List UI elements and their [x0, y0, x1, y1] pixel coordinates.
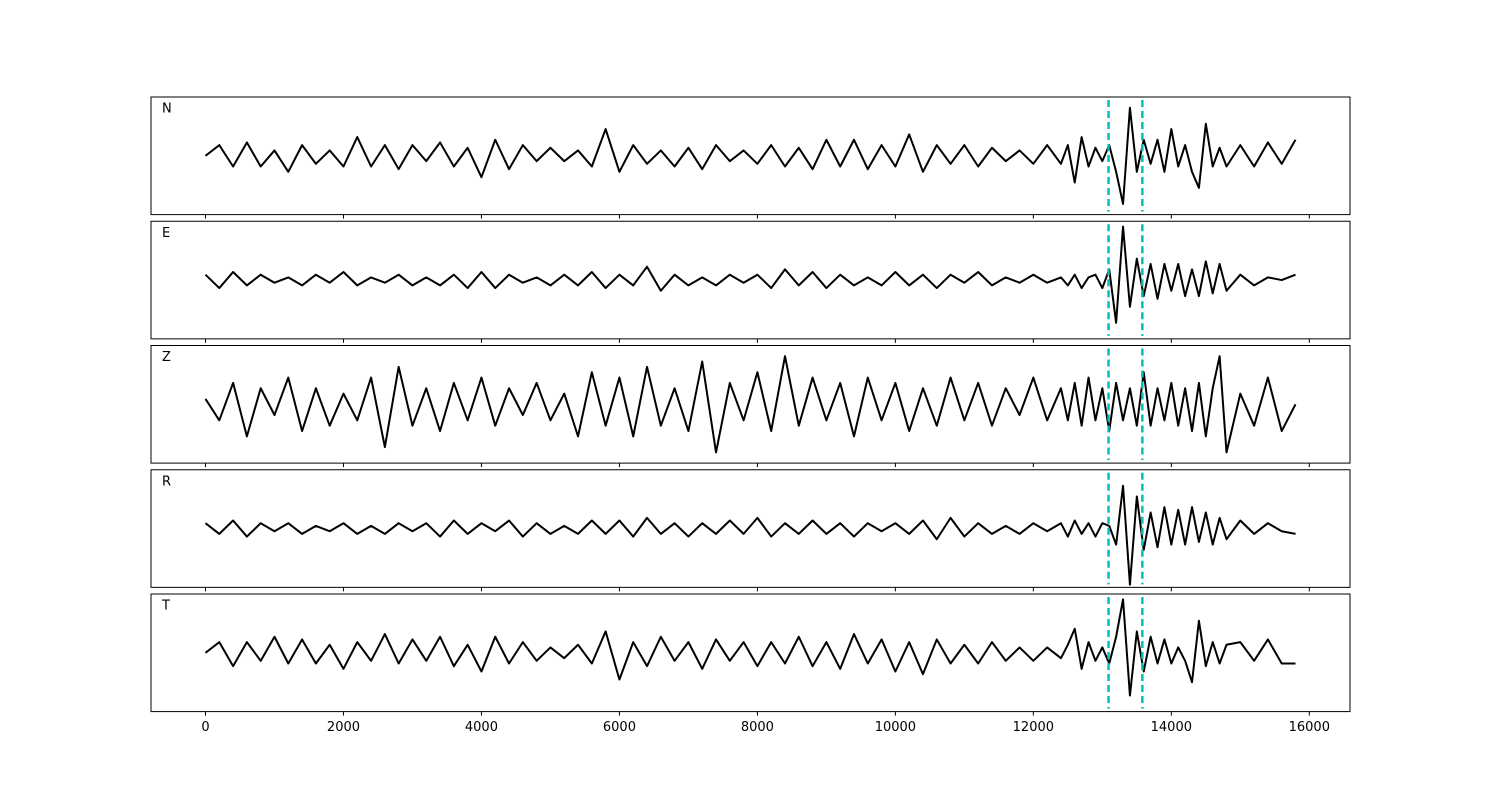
- panel-frame: [150, 96, 1351, 216]
- panel-frame: [150, 345, 1351, 464]
- x-tick-label: 4000: [465, 720, 498, 735]
- trace: [204, 355, 1297, 454]
- panel-label: Z: [162, 350, 171, 365]
- x-tick-label: 14000: [1151, 720, 1192, 735]
- panel-label: R: [162, 474, 171, 489]
- panel-frame: [150, 593, 1351, 713]
- panel-label: N: [162, 102, 172, 117]
- x-tick-label: 8000: [741, 720, 774, 735]
- x-tick-label: 2000: [327, 720, 360, 735]
- panel-frame: [150, 469, 1351, 588]
- panel-label: E: [162, 226, 170, 241]
- trace: [204, 484, 1296, 586]
- trace: [204, 598, 1296, 697]
- trace: [204, 225, 1296, 324]
- x-tick-label: 16000: [1289, 720, 1330, 735]
- panel-frame: [150, 220, 1351, 340]
- x-tick-label: 12000: [1013, 720, 1054, 735]
- x-tick-label: 6000: [603, 720, 636, 735]
- trace: [204, 106, 1297, 205]
- panel-label: T: [161, 599, 170, 614]
- x-tick-label: 0: [201, 720, 209, 735]
- x-tick-label: 10000: [875, 720, 916, 735]
